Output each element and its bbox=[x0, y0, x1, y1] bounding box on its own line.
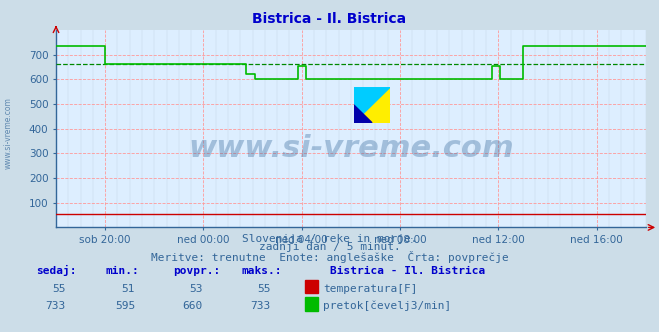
Polygon shape bbox=[354, 87, 390, 123]
Text: Bistrica - Il. Bistrica: Bistrica - Il. Bistrica bbox=[252, 12, 407, 26]
Text: Slovenija / reke in morje.: Slovenija / reke in morje. bbox=[242, 234, 417, 244]
Polygon shape bbox=[354, 87, 390, 123]
Text: www.si-vreme.com: www.si-vreme.com bbox=[188, 134, 514, 163]
Text: 595: 595 bbox=[115, 301, 135, 311]
Text: temperatura[F]: temperatura[F] bbox=[323, 284, 417, 294]
Text: sedaj:: sedaj: bbox=[36, 265, 76, 276]
Text: 660: 660 bbox=[183, 301, 203, 311]
Text: zadnji dan / 5 minut.: zadnji dan / 5 minut. bbox=[258, 242, 401, 252]
Text: povpr.:: povpr.: bbox=[173, 266, 221, 276]
Text: 55: 55 bbox=[53, 284, 66, 294]
Text: 55: 55 bbox=[258, 284, 271, 294]
Text: 733: 733 bbox=[45, 301, 66, 311]
Text: Meritve: trenutne  Enote: anglešaške  Črta: povprečje: Meritve: trenutne Enote: anglešaške Črta… bbox=[151, 251, 508, 263]
Text: maks.:: maks.: bbox=[241, 266, 281, 276]
Text: 733: 733 bbox=[250, 301, 271, 311]
Text: pretok[čevelj3/min]: pretok[čevelj3/min] bbox=[323, 301, 451, 311]
Text: 51: 51 bbox=[122, 284, 135, 294]
Text: min.:: min.: bbox=[105, 266, 139, 276]
Text: 53: 53 bbox=[190, 284, 203, 294]
Text: www.si-vreme.com: www.si-vreme.com bbox=[3, 97, 13, 169]
Polygon shape bbox=[354, 105, 372, 123]
Text: Bistrica - Il. Bistrica: Bistrica - Il. Bistrica bbox=[330, 266, 485, 276]
